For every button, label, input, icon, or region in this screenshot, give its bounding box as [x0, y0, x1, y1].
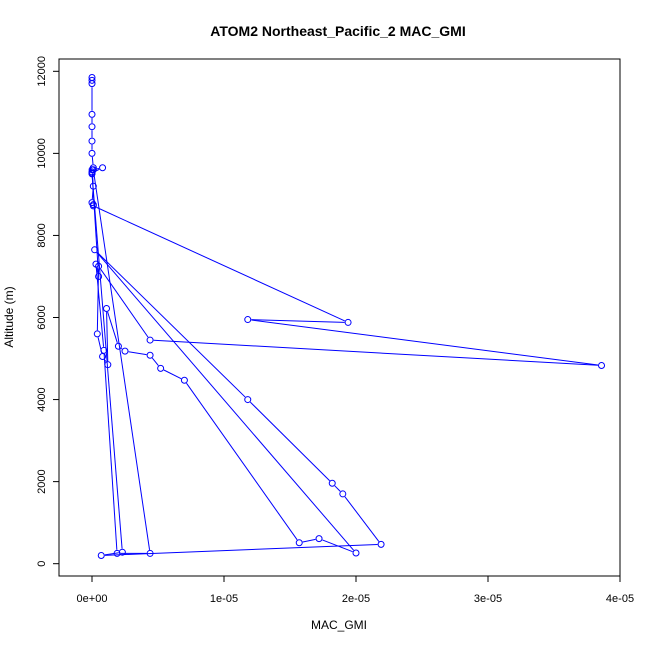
data-point	[97, 551, 105, 559]
plot-area	[88, 73, 606, 559]
y-tick-label: 0	[36, 561, 48, 567]
series-segment	[163, 369, 182, 380]
series-segment	[93, 173, 151, 550]
series-segment	[91, 175, 99, 273]
series-segment	[95, 267, 105, 347]
data-point	[88, 149, 96, 157]
y-tick-label: 10000	[36, 138, 48, 169]
data-point	[121, 347, 129, 355]
series-segment	[96, 206, 346, 322]
data-point	[339, 490, 347, 498]
y-tick-label: 8000	[36, 223, 48, 247]
data-point	[328, 479, 336, 487]
data-point	[88, 170, 96, 178]
x-axis: 0e+00 1e-05 2e-05 3e-05 4e-05	[77, 575, 634, 605]
x-axis-label: MAC_GMI	[311, 618, 367, 632]
data-point	[104, 361, 112, 369]
y-tick-label: 6000	[36, 305, 48, 329]
data-point	[88, 76, 96, 84]
x-tick-label: 4e-05	[606, 593, 634, 605]
y-tick-label: 12000	[36, 56, 48, 87]
series-segment	[100, 268, 149, 338]
data-point	[146, 549, 154, 557]
series-segment	[120, 347, 123, 350]
series-segment	[344, 496, 380, 542]
data-point	[146, 336, 154, 344]
x-tick-label: 1e-05	[210, 593, 238, 605]
data-point	[91, 246, 99, 254]
data-point	[95, 272, 103, 280]
series-segment	[128, 351, 147, 356]
data-point	[146, 351, 154, 359]
data-point	[157, 364, 165, 372]
series-segment	[106, 312, 109, 362]
data-point	[88, 80, 96, 88]
data-point	[244, 396, 252, 404]
data-point	[89, 202, 97, 210]
plot-frame	[58, 58, 621, 577]
data-point	[598, 362, 606, 370]
series-segment	[107, 311, 118, 343]
series-segment	[186, 382, 298, 541]
series-segment	[103, 353, 118, 550]
data-point	[113, 549, 121, 557]
data-point	[244, 316, 252, 324]
data-point	[93, 330, 101, 338]
data-point	[315, 535, 323, 543]
data-point	[114, 342, 122, 350]
data-point	[377, 540, 385, 548]
data-point	[88, 123, 96, 131]
data-point	[352, 549, 360, 557]
series-segment	[104, 552, 119, 556]
y-tick-label: 2000	[36, 469, 48, 493]
series-segment	[249, 401, 331, 482]
data-point	[100, 346, 108, 354]
data-point	[180, 376, 188, 384]
data-point	[118, 548, 126, 556]
data-point	[99, 164, 107, 172]
series-segment	[96, 252, 355, 551]
data-point	[344, 318, 352, 326]
series-segment	[104, 544, 378, 556]
series-segment	[251, 319, 599, 366]
series-segment	[96, 251, 246, 398]
data-point	[88, 110, 96, 118]
series-segment	[302, 538, 316, 543]
series-segment	[153, 339, 598, 366]
data-point	[295, 539, 303, 547]
series-segment	[334, 485, 341, 492]
x-tick-label: 0e+00	[77, 593, 108, 605]
y-axis-label: Altitude (m)	[2, 286, 16, 347]
series-segment	[91, 177, 123, 549]
series-segment	[91, 156, 94, 165]
y-axis: 0 2000 4000 6000 8000 10000 12000	[36, 56, 60, 567]
data-point	[89, 182, 97, 190]
series-segment	[151, 357, 159, 366]
data-point	[92, 260, 100, 268]
data-point	[89, 166, 97, 174]
series-segment	[251, 319, 345, 323]
y-tick-label: 4000	[36, 387, 48, 411]
x-tick-label: 2e-05	[342, 593, 370, 605]
data-point	[103, 304, 111, 312]
chart-title: ATOM2 Northeast_Pacific_2 MAC_GMI	[210, 23, 465, 39]
x-tick-label: 3e-05	[474, 593, 502, 605]
data-point	[88, 137, 96, 145]
